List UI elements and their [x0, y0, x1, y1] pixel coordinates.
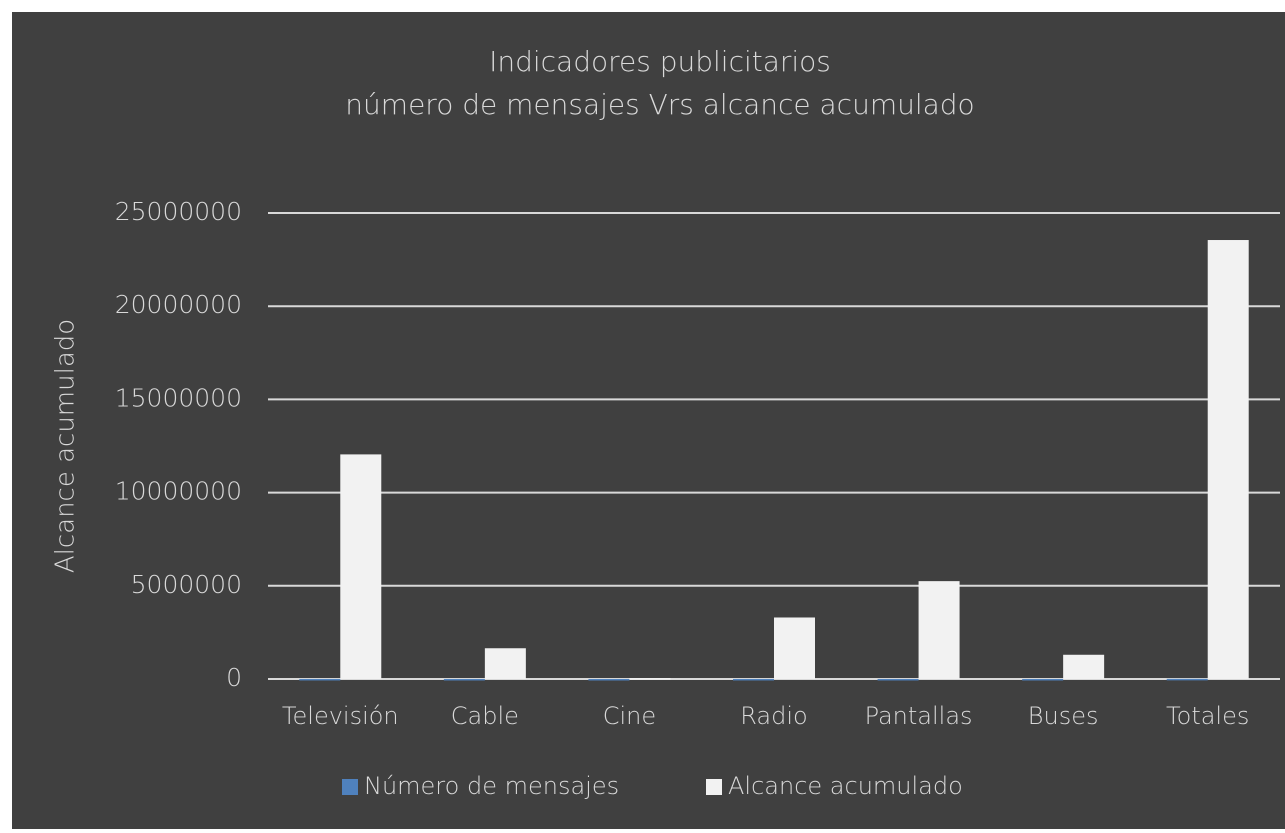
- bar: [340, 454, 382, 679]
- x-tick-label: Cine: [603, 702, 656, 730]
- chart-subtitle: número de mensajes Vrs alcance acumulado: [345, 88, 974, 121]
- y-tick-label: 20000000: [115, 290, 242, 319]
- legend-label: Alcance acumulado: [728, 772, 963, 800]
- x-tick-label: Buses: [1028, 702, 1099, 730]
- bar: [299, 678, 341, 681]
- bar: [774, 617, 815, 679]
- bar: [877, 678, 919, 681]
- y-tick-label: 15000000: [115, 383, 242, 412]
- legend-swatch: [342, 779, 358, 795]
- bar: [918, 581, 960, 679]
- y-tick-label: 5000000: [131, 570, 242, 599]
- y-tick-label: 10000000: [115, 477, 242, 506]
- bar: [443, 678, 485, 681]
- chart-background: [12, 12, 1285, 829]
- x-tick-label: Pantallas: [865, 702, 973, 730]
- x-tick-label: Televisión: [282, 702, 399, 730]
- x-tick-label: Radio: [740, 702, 807, 730]
- bar: [588, 678, 630, 681]
- legend-label: Número de mensajes: [364, 772, 619, 800]
- bar: [1207, 240, 1249, 679]
- x-tick-label: Cable: [451, 702, 519, 730]
- chart-title: Indicadores publicitarios: [489, 45, 831, 78]
- y-tick-label: 0: [226, 663, 242, 692]
- bar: [1063, 654, 1105, 679]
- bar: [629, 678, 671, 680]
- y-axis-label: Alcance acumulado: [51, 319, 81, 573]
- legend-swatch: [706, 779, 722, 795]
- y-tick-label: 25000000: [115, 197, 242, 226]
- bar: [1166, 678, 1208, 681]
- x-tick-label: Totales: [1166, 702, 1249, 730]
- bar: [484, 648, 526, 679]
- bar: [733, 678, 774, 681]
- bar: [1022, 678, 1064, 681]
